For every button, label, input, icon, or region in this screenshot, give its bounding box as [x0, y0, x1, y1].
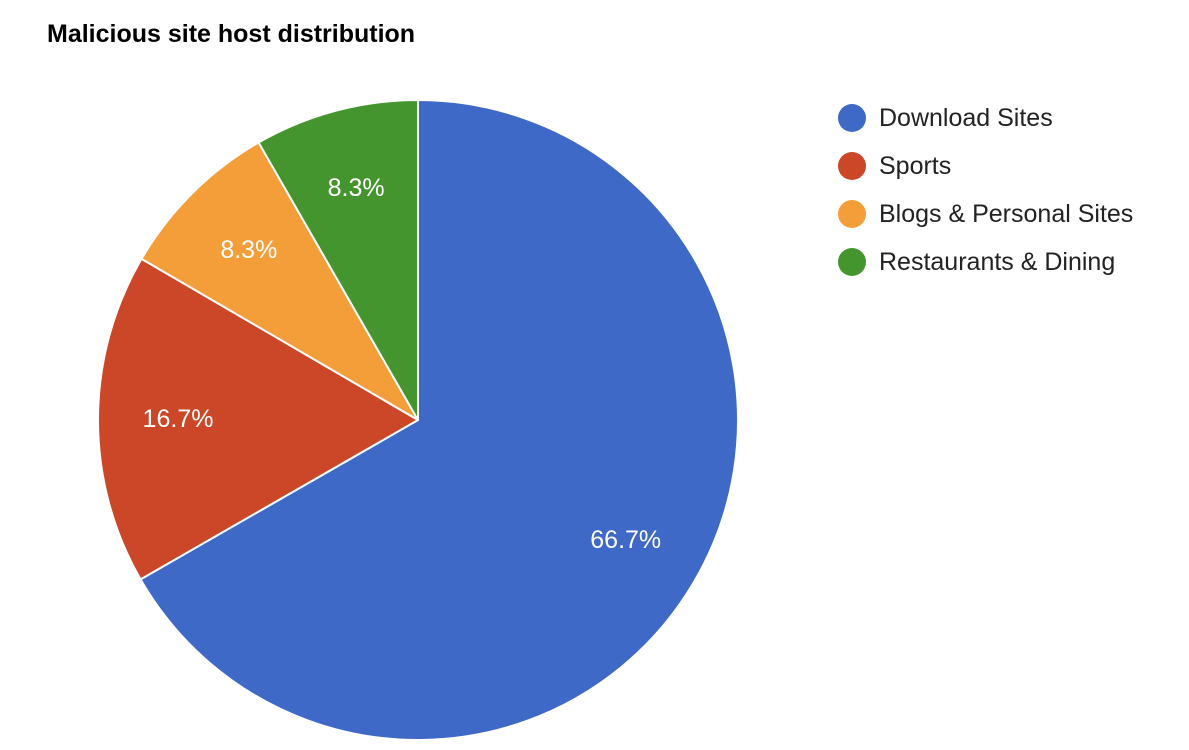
pie-slice-sports[interactable] [97, 257, 419, 581]
legend-label: Sports [879, 151, 952, 180]
pie-slice-restaurants-dining[interactable] [257, 99, 419, 421]
legend-label: Download Sites [879, 103, 1053, 132]
slice-label-download-sites: 66.7% [590, 526, 661, 554]
chart-title: Malicious site host distribution [47, 20, 416, 48]
legend-dot-icon [838, 152, 866, 180]
pie-slice-download-sites[interactable] [139, 99, 739, 741]
legend: Download Sites Sports Blogs & Personal S… [838, 94, 1133, 286]
legend-label: Restaurants & Dining [879, 247, 1116, 276]
slice-label-restaurants-dining: 8.3% [328, 174, 385, 202]
slice-label-blogs-personal-sites: 8.3% [220, 236, 277, 264]
pie-slice-blogs-personal-sites[interactable] [140, 141, 419, 421]
legend-item-restaurants-dining[interactable]: Restaurants & Dining [838, 238, 1133, 286]
legend-item-download-sites[interactable]: Download Sites [838, 94, 1133, 142]
legend-dot-icon [838, 248, 866, 276]
legend-dot-icon [838, 200, 866, 228]
legend-item-sports[interactable]: Sports [838, 142, 1133, 190]
slice-label-sports: 16.7% [143, 405, 214, 433]
legend-label: Blogs & Personal Sites [879, 199, 1134, 228]
legend-dot-icon [838, 104, 866, 132]
legend-item-blogs-personal-sites[interactable]: Blogs & Personal Sites [838, 190, 1133, 238]
